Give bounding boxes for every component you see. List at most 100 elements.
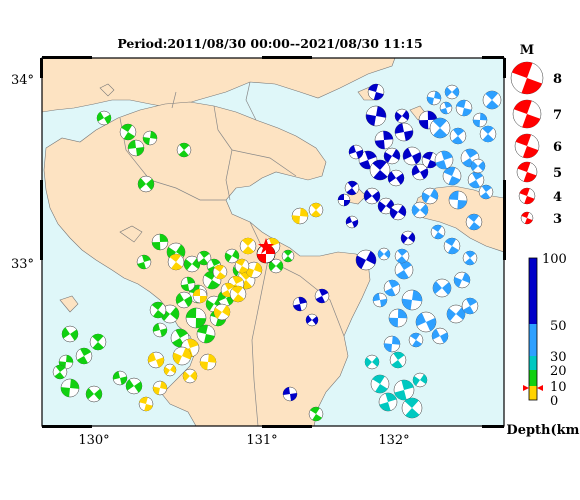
focal-mechanism-ball (431, 327, 449, 345)
lon-tick-130: 130° (78, 433, 109, 448)
focal-mechanism-ball (245, 261, 263, 279)
focal-mechanism-ball (364, 354, 380, 370)
focal-mechanism-ball (439, 101, 453, 115)
focal-mechanism-ball (415, 311, 437, 333)
focal-mechanism-ball (389, 203, 407, 221)
frame-ticks (40, 56, 506, 428)
magnitude-legend-ball (510, 61, 544, 95)
focal-mechanism-ball (85, 385, 103, 403)
focal-mechanism-ball (138, 396, 154, 412)
focal-mechanism-ball (172, 346, 192, 366)
magnitude-legend-label: 5 (553, 166, 562, 181)
focal-mechanism-ball (281, 249, 295, 263)
depth-unit-label: Depth(km) (506, 423, 580, 438)
colorbar-tick-50: 50 (550, 319, 567, 334)
colorbar-tick-20: 20 (550, 364, 567, 379)
focal-mechanism-ball (213, 303, 231, 321)
focal-mechanism-ball (426, 90, 442, 106)
focal-mechanism-ball (75, 347, 93, 365)
focal-mechanism-ball (268, 258, 284, 274)
colorbar-deep (529, 258, 537, 324)
focal-mechanism-ball (199, 353, 217, 371)
colorbar-tick-10: 10 (550, 380, 567, 395)
lat-tick-33: 33° (11, 257, 34, 272)
focal-mechanism-ball (478, 184, 494, 200)
island (99, 83, 115, 97)
magnitude-legend-ball (512, 99, 542, 129)
focal-mechanism-ball (239, 237, 257, 255)
focal-mechanism-ball (127, 139, 145, 157)
colorbar-tick-100: 100 (542, 252, 567, 267)
focal-mechanism-ball (442, 166, 462, 186)
focal-mechanism-ball (292, 296, 308, 312)
colorbar-teal (529, 356, 537, 370)
magnitude-legend-label: 6 (553, 140, 562, 155)
focal-mechanism-ball (348, 144, 364, 160)
focal-mechanism-ball (461, 297, 479, 315)
map-panel: 130° 131° 132° 34° 33° (11, 56, 506, 448)
focal-mechanism-ball (429, 117, 451, 139)
focal-mechanism-ball (394, 108, 410, 124)
focal-mechanism-ball (119, 123, 137, 141)
focal-mechanism-ball (212, 264, 228, 280)
focal-mechanism-ball (372, 292, 388, 308)
focal-mechanism-ball (305, 313, 319, 327)
focal-mechanism-ball (462, 250, 478, 266)
focal-mechanism-ball (378, 392, 398, 412)
focal-mechanism-ball (383, 147, 401, 165)
focal-mechanism-ball (432, 278, 452, 298)
focal-mechanism-ball (389, 351, 407, 369)
focal-mechanism-ball (401, 397, 423, 419)
depth-colorbar: 100 50 30 20 10 0 Depth(km) (506, 252, 580, 438)
focal-mechanism-ball (434, 150, 454, 170)
focal-mechanism-ball (408, 332, 424, 348)
focal-mechanism-ball (387, 169, 405, 187)
focal-mechanism-ball (136, 254, 152, 270)
focal-mechanism-ball (411, 163, 429, 181)
focal-mechanism-ball (182, 368, 198, 384)
focal-mechanism-ball (383, 335, 401, 353)
focal-mechanism-ball (446, 304, 466, 324)
magnitude-legend-label: 4 (553, 190, 562, 205)
focal-mechanism-ball (125, 377, 143, 395)
focal-mechanism-ball (444, 84, 460, 100)
focal-mechanism-ball (367, 83, 385, 101)
focal-mechanism-ball (455, 99, 473, 117)
focal-mechanism-ball (167, 253, 185, 271)
period-title: Period:2011/08/30 00:00--2021/08/30 11:1… (117, 36, 422, 51)
focal-mechanism-ball (185, 307, 207, 329)
focal-mechanism-ball (52, 364, 68, 380)
colorbar-green (529, 370, 537, 386)
focal-mechanism-ball (176, 142, 192, 158)
magnitude-legend-title: M (520, 43, 534, 58)
focal-mechanism-ball (175, 291, 193, 309)
focal-mechanism-ball (472, 112, 488, 128)
island (59, 295, 79, 313)
focal-mechanism-ball (402, 146, 422, 166)
focal-mechanism-ball (394, 260, 414, 280)
focal-mechanism-ball (363, 187, 381, 205)
focal-mechanism-ball (234, 258, 250, 274)
focal-mechanism-ball (365, 105, 387, 127)
focal-mechanism-ball (344, 180, 360, 196)
focal-mechanism-ball (291, 207, 309, 225)
focal-mechanism-ball (421, 187, 439, 205)
focal-mechanism-ball (89, 333, 107, 351)
magnitude-legend-ball (516, 161, 538, 183)
depth-marker-right-icon (537, 385, 543, 391)
island (119, 225, 143, 243)
magnitude-legend-label: 8 (553, 72, 562, 87)
focal-mechanism-ball (467, 171, 485, 189)
focal-mechanism-ball (479, 125, 497, 143)
focal-mechanism-ball (374, 130, 394, 150)
depth-marker-left-icon (523, 385, 529, 391)
focal-mechanism-ball (180, 276, 196, 292)
focal-mechanism-ball (449, 127, 467, 145)
focal-mechanism-ball (137, 175, 155, 193)
shikoku-land (413, 185, 504, 253)
focal-mechanism-ball (453, 271, 471, 289)
focal-mechanism-ball (393, 379, 415, 401)
focal-mechanism-ball (308, 406, 324, 422)
focal-mechanism-ball (224, 248, 240, 264)
